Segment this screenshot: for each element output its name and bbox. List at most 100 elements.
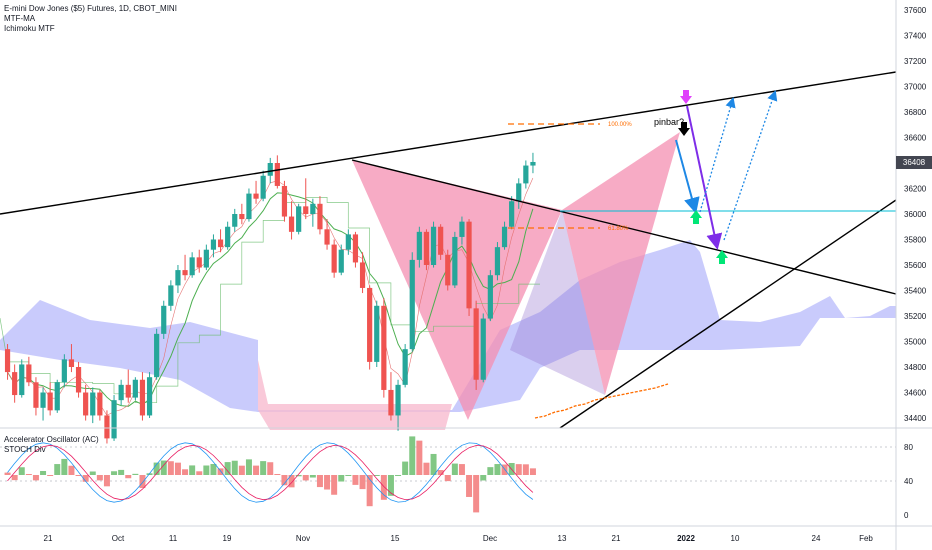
- ac-bar: [402, 461, 409, 475]
- candle-body: [494, 247, 501, 276]
- candle-body: [395, 384, 401, 416]
- candle-body: [359, 262, 366, 288]
- ac-bar: [274, 474, 281, 475]
- purple-down-arrow: [686, 105, 723, 250]
- ac-bar: [25, 474, 32, 475]
- ac-bar: [295, 475, 302, 477]
- ac-bar: [267, 462, 274, 475]
- candle-body: [423, 231, 430, 265]
- ac-bar: [529, 468, 536, 475]
- green-up-marker: [690, 210, 702, 224]
- time-tick-label: 19: [223, 534, 232, 543]
- ac-bar: [231, 460, 238, 475]
- ac-bar: [196, 471, 203, 475]
- price-tick-label: 35200: [904, 312, 927, 321]
- candle-body: [267, 163, 273, 176]
- osc-tick-label: 80: [904, 443, 913, 452]
- candle-body: [466, 221, 472, 309]
- candle-body: [139, 379, 146, 416]
- candle-body: [388, 389, 394, 416]
- pattern-triangle-bcd: [562, 132, 680, 395]
- ac-bar: [118, 469, 125, 475]
- ac-bar: [480, 475, 487, 481]
- oscillator-pane: [0, 436, 896, 513]
- candle-body: [154, 333, 160, 378]
- ac-bar: [89, 471, 96, 475]
- ac-bar: [373, 475, 380, 476]
- fib-618-label: 61.80%: [608, 226, 629, 232]
- green-up-marker-2: [716, 250, 728, 264]
- candle-body: [409, 259, 415, 350]
- candle-body: [175, 270, 181, 286]
- ac-bar: [40, 470, 47, 475]
- ac-bar: [366, 475, 373, 507]
- candle-body: [12, 372, 18, 396]
- candle-body: [83, 392, 89, 416]
- price-tick-label: 37000: [904, 83, 927, 92]
- candle-body: [196, 257, 202, 268]
- ac-bar: [111, 471, 118, 475]
- time-tick-label: 11: [169, 534, 178, 543]
- ac-bar: [75, 475, 82, 476]
- pattern-overlap: [510, 210, 605, 395]
- candle-body: [246, 193, 252, 220]
- osc-tick-label: 40: [904, 477, 913, 486]
- candle-body: [331, 244, 337, 273]
- ac-bar: [11, 475, 18, 481]
- ac-bar: [96, 475, 103, 481]
- ac-bar: [515, 464, 522, 475]
- candle-body: [225, 226, 231, 248]
- time-tick-label: Dec: [483, 534, 497, 543]
- ac-bar: [174, 462, 181, 475]
- candle-body: [54, 382, 60, 411]
- blue-dotted-up-arrow-2: [723, 90, 778, 241]
- ac-bar: [82, 475, 89, 482]
- candle-body: [19, 364, 25, 396]
- candle-body: [509, 201, 515, 227]
- candle-body: [4, 349, 11, 373]
- candle-body: [125, 384, 131, 398]
- candle-body: [33, 382, 39, 408]
- time-tick-label: 10: [731, 534, 740, 543]
- candle-body: [345, 234, 351, 250]
- candle-body: [104, 415, 110, 439]
- candle-body: [90, 392, 96, 416]
- candlesticks: [4, 152, 536, 444]
- price-tick-label: 37200: [904, 57, 927, 66]
- time-tick-label: 2022: [677, 534, 695, 543]
- ac-bar: [68, 465, 75, 475]
- candle-body: [217, 239, 224, 248]
- candle-body: [352, 234, 359, 263]
- ichimoku-cloud: [0, 240, 896, 430]
- cloud-area-pink: [258, 360, 452, 430]
- candle-body: [239, 214, 245, 220]
- price-tick-label: 35400: [904, 287, 927, 296]
- price-tick-label: 34600: [904, 389, 927, 398]
- candle-body: [210, 239, 217, 250]
- ac-bar: [18, 467, 25, 475]
- ac-bar: [345, 475, 352, 476]
- orange-step-line: [534, 383, 669, 419]
- ac-bar: [331, 475, 338, 495]
- indicator-ac: Accelerator Oscillator (AC): [4, 435, 99, 444]
- price-tick-label: 36800: [904, 108, 927, 117]
- ac-bar: [387, 475, 394, 496]
- step-line: [0, 197, 540, 404]
- candle-body: [75, 367, 82, 393]
- candle-body: [303, 206, 309, 214]
- candle-body: [111, 400, 117, 439]
- candle-body: [118, 384, 124, 401]
- ac-bar: [352, 475, 359, 485]
- ac-bar: [103, 475, 110, 487]
- price-tick-label: 35600: [904, 261, 927, 270]
- candle-body: [374, 305, 380, 362]
- candle-body: [97, 392, 103, 416]
- price-tick-label: 36200: [904, 185, 927, 194]
- ac-bar: [224, 462, 231, 475]
- ac-bar: [324, 475, 331, 490]
- price-tick-label: 35800: [904, 236, 927, 245]
- black-down-marker: [678, 122, 690, 136]
- ac-bar: [182, 469, 189, 475]
- candle-body: [480, 318, 486, 380]
